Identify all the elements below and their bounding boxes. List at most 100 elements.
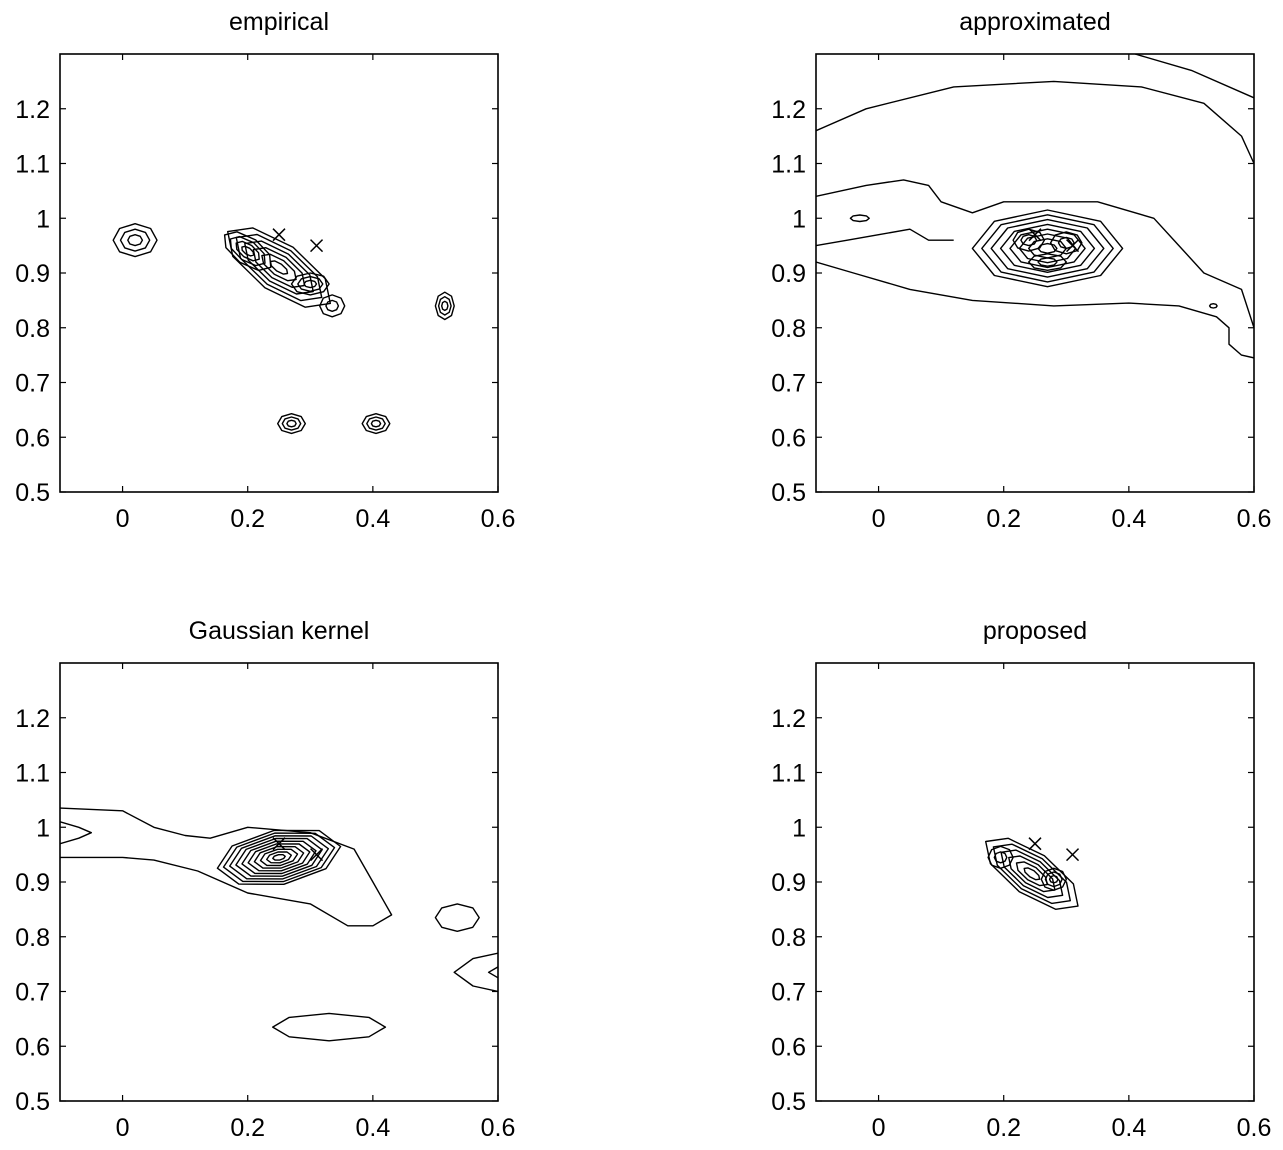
contour-line [441, 300, 449, 312]
y-tick-label: 1.1 [15, 151, 50, 179]
chart-panel-1: empirical 0 0.2 0.4 0.6 0.5 0.6 0.7 0.8 0.9 1 1.1 1.… [15, 8, 515, 533]
contour-line [127, 233, 144, 247]
y-tick-label: 1 [36, 814, 50, 842]
y-tick-label: 1.2 [15, 96, 50, 124]
contour-line [281, 416, 302, 431]
y-tick-label: 0.6 [771, 1033, 806, 1061]
contour-line [241, 840, 317, 875]
x-marker-stroke [1066, 239, 1080, 253]
y-tick-label: 1.2 [15, 705, 50, 733]
contour-line [1027, 253, 1068, 271]
x-tick-label: 0.2 [986, 1114, 1021, 1142]
x-marker [1028, 837, 1042, 851]
chart-title: empirical [229, 8, 329, 36]
axis-frame [815, 662, 1255, 1102]
y-tick-label: 0.7 [15, 370, 50, 398]
y-tick-label: 1.1 [771, 151, 806, 179]
contour-line [981, 214, 1114, 283]
contour-line [987, 845, 1014, 869]
contour-line [990, 218, 1105, 278]
contour-group [60, 807, 498, 1042]
contour-line [319, 294, 346, 318]
contour-line [366, 416, 386, 431]
contour-line [216, 829, 342, 885]
y-tick-label: 1 [792, 205, 806, 233]
contour-line [1015, 861, 1048, 887]
x-marker-stroke [1028, 228, 1042, 242]
contour-line [1037, 257, 1058, 267]
contour-line [277, 413, 306, 435]
contour-line [222, 832, 336, 883]
x-marker-stroke [1066, 848, 1080, 862]
chart-title: approximated [959, 8, 1110, 36]
contour-line [60, 821, 93, 845]
chart-panel-4: proposed 0 0.2 0.4 0.6 0.5 0.6 0.7 0.8 0.9 1 1.1 1.2 [771, 617, 1271, 1142]
y-tick-label: 0.9 [771, 869, 806, 897]
contour-line [290, 272, 330, 296]
x-marker [310, 848, 324, 862]
contour-line [244, 240, 314, 295]
x-marker-stroke [310, 848, 324, 862]
y-tick-label: 1.2 [771, 705, 806, 733]
x-marker [1028, 228, 1042, 242]
y-tick-label: 1.1 [771, 760, 806, 788]
contour-line [434, 291, 455, 321]
x-marker-stroke [1028, 837, 1042, 851]
contour-line [816, 80, 1254, 164]
contour-line [971, 209, 1124, 288]
contour-line [272, 1012, 387, 1042]
contour-line [60, 807, 393, 927]
contour-line [1040, 867, 1068, 891]
y-tick-label: 0.9 [15, 260, 50, 288]
contour-line [993, 851, 1008, 864]
contour-line [1048, 874, 1059, 884]
contour-line [253, 845, 305, 869]
x-tick-label: 0.6 [1237, 1114, 1272, 1142]
x-marker [310, 239, 324, 253]
chart-panel-2: approximated 0 0.2 0.4 0.6 0.5 0.6 0.7 0.8 0.9 1 1.… [771, 8, 1271, 533]
x-tick-label: 0.4 [355, 505, 390, 533]
x-marker-stroke [272, 228, 286, 242]
y-tick-label: 1.1 [15, 760, 50, 788]
contour-line [226, 227, 331, 308]
contour-line [361, 413, 391, 435]
contour-line [437, 296, 452, 316]
y-tick-label: 0.6 [15, 1033, 50, 1061]
x-tick-label: 0 [872, 505, 886, 533]
x-tick-label: 0.4 [1111, 505, 1146, 533]
contour-line [235, 837, 323, 877]
x-tick-label: 0.6 [1237, 505, 1272, 533]
contour-line [1012, 228, 1046, 252]
x-marker-stroke [310, 239, 324, 253]
contour-line [235, 240, 260, 262]
contour-line [453, 952, 498, 993]
contour-line [1049, 231, 1083, 255]
y-tick-label: 1.2 [771, 96, 806, 124]
y-tick-label: 0.7 [771, 979, 806, 1007]
y-tick-label: 0.6 [771, 424, 806, 452]
contour-line [119, 228, 151, 252]
y-tick-label: 1 [36, 205, 50, 233]
contour-line [261, 253, 297, 282]
contour-line [999, 223, 1096, 273]
contour-line [849, 214, 870, 223]
contour-line [252, 246, 306, 288]
contour-line [241, 245, 255, 257]
contour-line [229, 235, 266, 267]
contour-group [985, 837, 1079, 910]
y-tick-label: 0.5 [15, 479, 50, 507]
contour-line [223, 231, 272, 272]
y-tick-label: 0.7 [771, 370, 806, 398]
x-marker [272, 837, 286, 851]
contour-line [1023, 867, 1041, 881]
contour-line [434, 903, 480, 932]
axis-frame [815, 53, 1255, 493]
y-tick-label: 0.5 [771, 479, 806, 507]
x-tick-label: 0.2 [986, 505, 1021, 533]
contour-group [112, 222, 455, 435]
contour-line [228, 835, 329, 880]
chart-title: Gaussian kernel [189, 617, 370, 645]
x-tick-label: 0.2 [230, 1114, 265, 1142]
x-tick-label: 0.6 [481, 1114, 516, 1142]
